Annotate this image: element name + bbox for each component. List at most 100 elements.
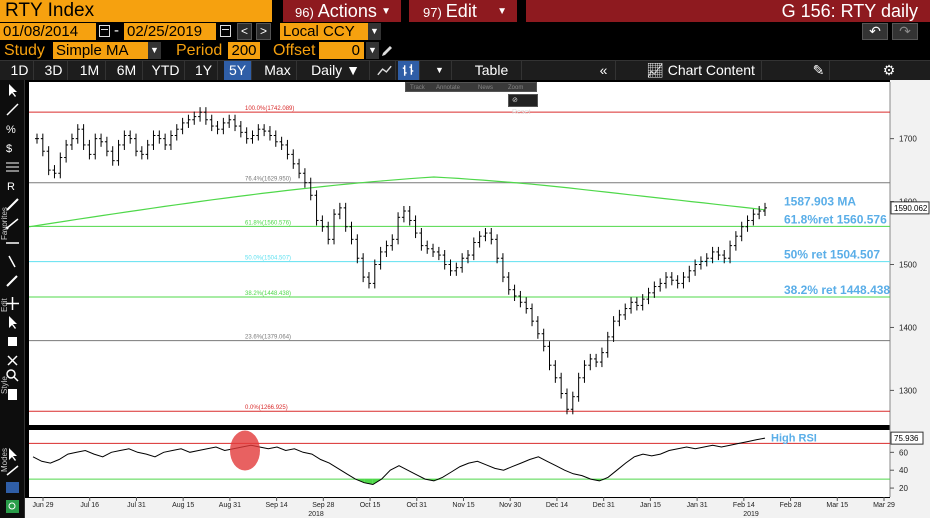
chart-content-button[interactable]: 📈︎ Chart Content bbox=[640, 61, 762, 80]
start-date-field[interactable]: 01/08/2014 bbox=[0, 23, 96, 40]
fibonacci-icon[interactable]: $ bbox=[3, 140, 22, 155]
period-button-max[interactable]: Max bbox=[259, 61, 297, 80]
cursor-icon[interactable] bbox=[3, 83, 22, 98]
fib382-annotation: 38.2% ret 1448.438 bbox=[784, 283, 890, 297]
gear-icon[interactable]: ⚙ bbox=[882, 62, 896, 78]
date-range-bar: 01/08/2014 - 02/25/2019 < > Local CCY ▼ … bbox=[0, 22, 930, 41]
edit-menu[interactable]: 97) Edit ▼ bbox=[409, 0, 517, 22]
chevron-down-icon[interactable]: ▼ bbox=[148, 42, 161, 59]
chevron-down-icon[interactable]: ▼ bbox=[366, 42, 379, 59]
pen-icon[interactable] bbox=[379, 43, 395, 59]
title-bar: RTY Index 96) Actions ▼ 97) Edit ▼ G 156: … bbox=[0, 0, 930, 22]
svg-text:R: R bbox=[7, 181, 15, 193]
ray-icon[interactable]: % bbox=[3, 121, 22, 136]
edit-chart-icon[interactable]: ✎ bbox=[808, 61, 830, 80]
x-tick-label: Nov 30 bbox=[499, 502, 521, 509]
study-label: Study bbox=[4, 42, 45, 59]
previous-range-button[interactable]: < bbox=[237, 23, 252, 40]
style-label: Style bbox=[0, 376, 9, 394]
frequency-select[interactable]: Daily ▼ bbox=[302, 61, 370, 80]
chevron-down-icon: ▼ bbox=[497, 6, 507, 17]
actions-menu-label: Actions bbox=[317, 1, 377, 21]
x-tick-label: Jan 31 bbox=[687, 502, 708, 509]
frequency-label: Daily bbox=[311, 62, 343, 78]
offset-input[interactable]: 0 bbox=[319, 42, 364, 59]
period-button-5y[interactable]: 5Y bbox=[224, 61, 252, 80]
horizontal-line-icon[interactable] bbox=[3, 235, 22, 250]
drawing-toolbar: % $ R Favorites Edit Style Modes bbox=[0, 80, 25, 518]
chart-icon: 📈︎ bbox=[646, 62, 664, 78]
line-tool-icon[interactable] bbox=[3, 216, 22, 231]
fib-level-label: 76.4%(1629.950) bbox=[245, 177, 291, 183]
x-tick-label: Jul 31 bbox=[127, 502, 146, 509]
period-button-1m[interactable]: 1M bbox=[74, 61, 106, 80]
period-input[interactable]: 200 bbox=[228, 42, 260, 59]
reset-label: Reset bbox=[512, 109, 531, 116]
calendar-icon[interactable] bbox=[99, 25, 110, 37]
end-date-field[interactable]: 02/25/2019 bbox=[124, 23, 216, 40]
arrow-icon[interactable] bbox=[3, 273, 22, 288]
chevron-down-icon[interactable]: ▼ bbox=[368, 23, 381, 40]
mode-zoom-icon[interactable] bbox=[3, 499, 22, 514]
rsi-annotation: High RSI bbox=[771, 432, 817, 444]
svg-text:%: % bbox=[6, 124, 16, 136]
annotate-mode-button[interactable]: Annotate bbox=[436, 85, 461, 91]
edit-menu-number: 97) bbox=[423, 5, 442, 20]
x-tick-label: Oct 15 bbox=[360, 502, 381, 509]
mode-track-icon[interactable] bbox=[3, 447, 22, 462]
redo-button[interactable]: ↷ bbox=[892, 23, 918, 40]
chart-title: G 156: RTY daily bbox=[526, 0, 930, 22]
x-tick-label: Aug 31 bbox=[219, 502, 241, 509]
channel-icon[interactable] bbox=[3, 159, 22, 174]
move-icon[interactable] bbox=[3, 296, 22, 311]
eraser-icon[interactable] bbox=[3, 334, 22, 349]
style-icon[interactable] bbox=[3, 387, 22, 402]
x-tick-label: Dec 14 bbox=[546, 502, 568, 509]
period-button-3d[interactable]: 3D bbox=[40, 61, 68, 80]
rsi-tick-label: 20 bbox=[899, 484, 908, 493]
zoom-mode-button[interactable]: Zoom bbox=[508, 85, 524, 91]
magnify-icon[interactable] bbox=[3, 367, 22, 382]
news-mode-button[interactable]: News bbox=[478, 85, 494, 91]
text-icon[interactable]: R bbox=[3, 178, 22, 193]
trendline-icon[interactable] bbox=[3, 102, 22, 117]
study-select[interactable]: Simple MA bbox=[53, 42, 148, 59]
rsi-oversold-fill bbox=[364, 479, 373, 485]
rsi-last-box bbox=[890, 431, 924, 445]
undo-button[interactable]: ↶ bbox=[862, 23, 888, 40]
table-button[interactable]: Table bbox=[462, 61, 522, 80]
price-axis-panel bbox=[890, 80, 930, 500]
price-chart[interactable]: 17001600150014001300100.0%(1742.089)76.4… bbox=[25, 80, 930, 518]
line-chart-icon[interactable] bbox=[374, 61, 396, 80]
reset-button[interactable]: ⊘ Reset bbox=[508, 94, 538, 116]
x-tick-label: Feb 28 bbox=[780, 502, 802, 509]
x-tick-label: Dec 31 bbox=[593, 502, 615, 509]
x-tick-label: Oct 31 bbox=[406, 502, 427, 509]
period-button-1y[interactable]: 1Y bbox=[190, 61, 218, 80]
x-tick-label: Sep 28 bbox=[312, 502, 334, 509]
calendar-icon[interactable] bbox=[220, 25, 231, 37]
period-label: Period bbox=[176, 42, 223, 59]
chart-type-dropdown[interactable]: ▼ bbox=[428, 61, 452, 80]
brush-icon[interactable] bbox=[3, 197, 22, 212]
rsi-highlight-circle bbox=[230, 430, 260, 471]
period-button-ytd[interactable]: YTD bbox=[147, 61, 185, 80]
mode-news-icon[interactable] bbox=[3, 480, 22, 495]
rsi-panel bbox=[29, 430, 890, 497]
track-mode-button[interactable]: Track bbox=[410, 85, 425, 91]
chart-mode-toolbar: Track Annotate News Zoom bbox=[405, 82, 537, 92]
select-icon[interactable] bbox=[3, 315, 22, 330]
collapse-icon[interactable]: « bbox=[592, 61, 616, 80]
security-title[interactable]: RTY Index bbox=[0, 0, 272, 22]
annotation-icon[interactable] bbox=[3, 254, 22, 269]
bar-chart-icon[interactable] bbox=[398, 61, 420, 80]
mode-annotate-icon[interactable] bbox=[3, 463, 22, 478]
period-button-1d[interactable]: 1D bbox=[6, 61, 34, 80]
delete-icon[interactable] bbox=[3, 353, 22, 368]
period-button-6m[interactable]: 6M bbox=[111, 61, 143, 80]
currency-select[interactable]: Local CCY bbox=[280, 23, 368, 40]
actions-menu[interactable]: 96) Actions ▼ bbox=[283, 0, 401, 22]
x-axis-panel bbox=[25, 498, 930, 518]
next-range-button[interactable]: > bbox=[256, 23, 271, 40]
fib618-annotation: 61.8%ret 1560.576 bbox=[784, 212, 887, 226]
